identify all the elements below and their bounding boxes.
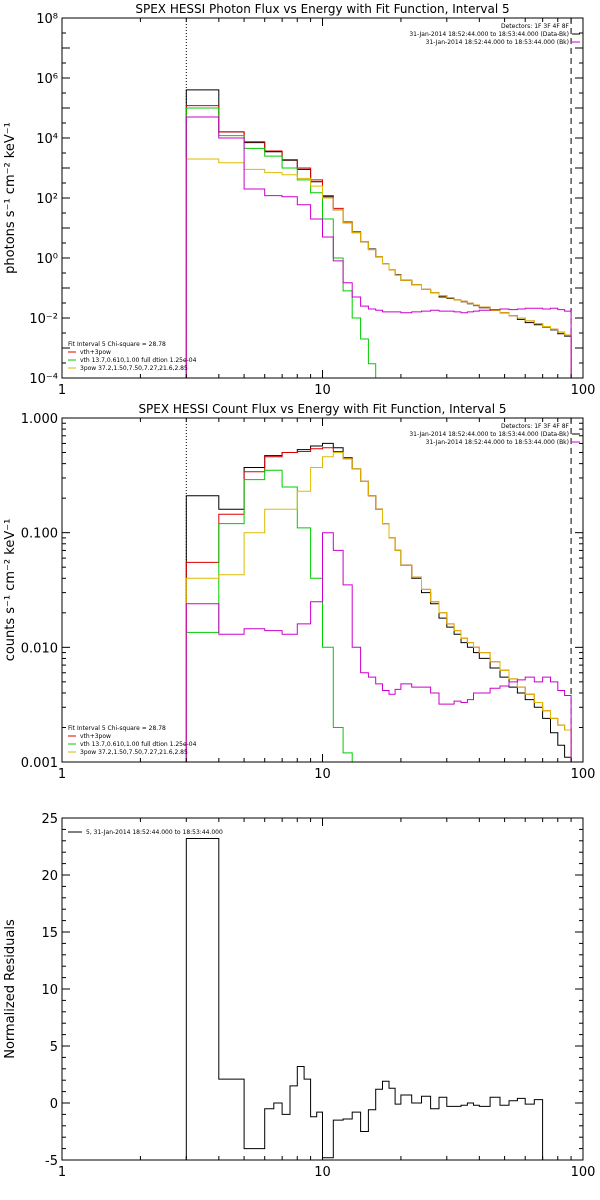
legend-bottom-entry: 3pow 37.2,1.50,7.50,7.27,21.6,2.85 (80, 749, 188, 756)
y-tick-label: 25 (41, 812, 58, 827)
legend-top-entry: Detectors: 1F 3F 4F 8F (501, 23, 570, 30)
series-vth (185, 469, 353, 762)
y-tick-label: 0.010 (21, 641, 58, 656)
legend-bottom: Fit Interval 5 Chi-square = 28.78vth+3po… (68, 341, 197, 372)
y-axis-label: photons s⁻¹ cm⁻² keV⁻¹ (3, 122, 18, 274)
chart-1: SPEX HESSI Photon Flux vs Energy with Fi… (3, 2, 596, 398)
legend-top-entry: 31-Jan-2014 18:52:44.000 to 18:53:44.000… (409, 431, 569, 438)
x-tick-label: 10 (314, 383, 331, 398)
x-axis: 1 10 100 (58, 18, 596, 398)
y-axis: 10⁻⁴ 10⁻² 10⁰ 10² 10⁴ 10⁶ 10⁸ (29, 12, 583, 387)
series-residuals (185, 838, 544, 1160)
chart-title: SPEX HESSI Count Flux vs Energy with Fit… (138, 402, 506, 416)
y-tick-label: 10⁶ (36, 72, 58, 87)
y-tick-label: 10⁸ (36, 12, 58, 27)
legend-top-entry: 31-Jan-2014 18:52:44.000 to 18:53:44.000… (426, 439, 569, 446)
series-3pow (185, 158, 572, 378)
x-tick-label: 10 (314, 767, 331, 782)
y-axis-label: Normalized Residuals (3, 919, 18, 1059)
x-tick-label: 1 (58, 383, 66, 398)
y-tick-label: 10⁰ (36, 252, 58, 267)
series-group (185, 838, 544, 1160)
legend-bottom-entry: 3pow 37.2,1.50,7.50,7.27,21.6,2.85 (80, 365, 188, 372)
legend-top-entry: 31-Jan-2014 18:52:44.000 to 18:53:44.000… (426, 39, 569, 46)
y-tick-label: -5 (45, 1154, 58, 1169)
y-tick-label: 1.000 (21, 412, 58, 427)
y-tick-label: 0.001 (21, 756, 58, 771)
legend-bottom-entry: vth+3pow (80, 733, 111, 740)
x-tick-label: 10 (314, 1165, 331, 1180)
y-axis-label: counts s⁻¹ cm⁻² keV⁻¹ (3, 519, 18, 662)
y-tick-label: 0 (50, 1097, 58, 1112)
legend-top-entry: 5, 31-Jan-2014 18:52:44.000 to 18:53:44.… (86, 829, 223, 836)
chart-2: SPEX HESSI Count Flux vs Energy with Fit… (3, 402, 596, 782)
y-tick-label: 10⁴ (36, 132, 58, 147)
y-tick-label: 10⁻² (29, 312, 58, 327)
x-tick-label: 100 (571, 767, 596, 782)
series-3pow (185, 452, 572, 762)
legend-top-entry: Detectors: 1F 3F 4F 8F (501, 423, 570, 430)
y-tick-label: 10⁻⁴ (29, 372, 58, 387)
x-tick-label: 100 (571, 383, 596, 398)
legend-top: 5, 31-Jan-2014 18:52:44.000 to 18:53:44.… (68, 829, 223, 836)
legend-bottom-entry: vth+3pow (80, 349, 111, 356)
legend-bottom-entry: Fit Interval 5 Chi-square = 28.78 (68, 341, 166, 348)
legend-bottom: Fit Interval 5 Chi-square = 28.78vth+3po… (68, 725, 197, 756)
legend-bottom-entry: vth 13.7,0.610,1.00 full dtion 1.25e-04 (80, 357, 197, 364)
y-axis: 0.001 0.010 0.100 1.000 (21, 412, 583, 771)
y-tick-label: 0.100 (21, 527, 58, 542)
x-tick-label: 1 (58, 767, 66, 782)
legend-top-entry: 31-Jan-2014 18:52:44.000 to 18:53:44.000… (409, 31, 569, 38)
y-axis: -5 0 5 10 15 20 25 (41, 812, 583, 1169)
series-group (185, 89, 572, 378)
y-tick-label: 20 (41, 869, 58, 884)
x-tick-label: 100 (571, 1165, 596, 1180)
series-bk (185, 116, 572, 378)
series-group (185, 442, 572, 762)
y-tick-label: 15 (41, 926, 58, 941)
legend-bottom-entry: vth 13.7,0.610,1.00 full dtion 1.25e-04 (80, 741, 197, 748)
chart-title: SPEX HESSI Photon Flux vs Energy with Fi… (135, 2, 509, 16)
y-tick-label: 5 (50, 1040, 58, 1055)
y-tick-label: 10² (36, 192, 58, 207)
x-axis: 1 10 100 (58, 418, 596, 782)
y-tick-label: 10 (41, 983, 58, 998)
series-bk (185, 532, 572, 762)
chart-3: Normalized Residuals 1 10 100 -5 0 5 10 15 20 25 5,… (3, 812, 595, 1180)
x-tick-label: 1 (58, 1165, 66, 1180)
x-axis: 1 10 100 (58, 818, 596, 1180)
legend-bottom-entry: Fit Interval 5 Chi-square = 28.78 (68, 725, 166, 732)
